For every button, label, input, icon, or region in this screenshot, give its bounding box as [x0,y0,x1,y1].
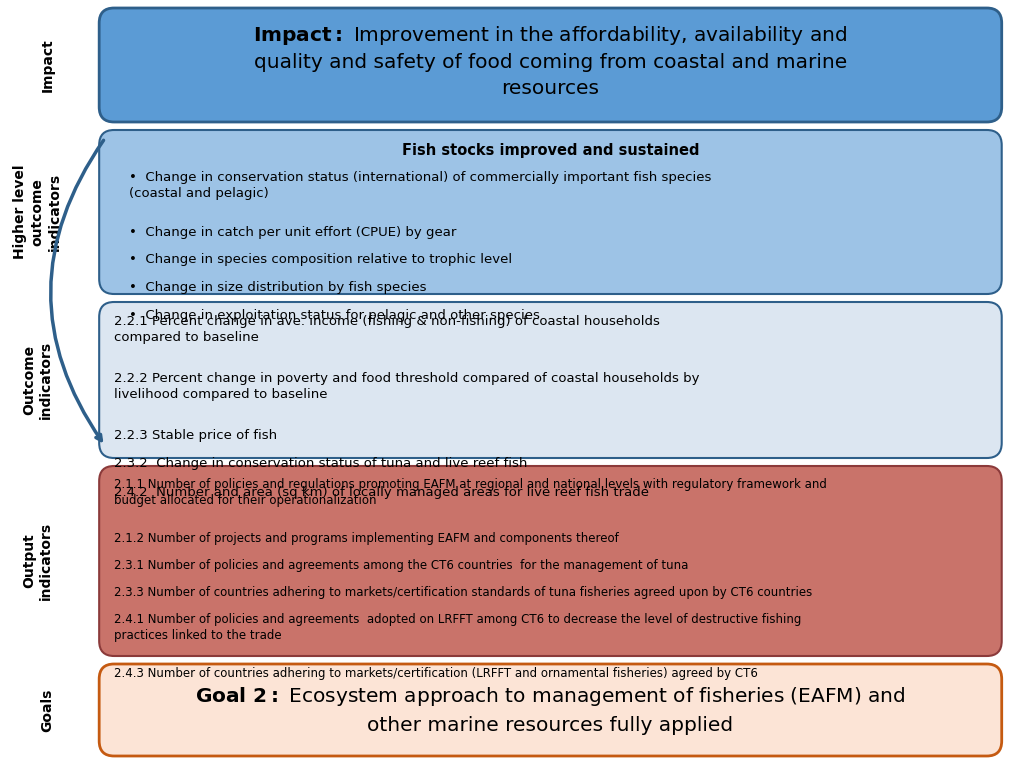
Text: 2.4.1 Number of policies and agreements  adopted on LRFFT among CT6 to decrease : 2.4.1 Number of policies and agreements … [114,613,802,642]
Text: Goals: Goals [41,688,54,732]
Text: •  Change in species composition relative to trophic level: • Change in species composition relative… [129,253,512,266]
FancyBboxPatch shape [99,130,1001,294]
Text: $\bf{Impact:}$ Improvement in the affordability, availability and
quality and sa: $\bf{Impact:}$ Improvement in the afford… [253,24,848,98]
Text: 2.2.1 Percent change in ave. income (fishing & non-fishing) of coastal household: 2.2.1 Percent change in ave. income (fis… [114,315,659,344]
Text: Outcome
indicators: Outcome indicators [23,341,53,419]
FancyBboxPatch shape [99,8,1001,122]
Text: Higher level
outcome
indicators: Higher level outcome indicators [13,165,62,260]
Text: •  Change in catch per unit effort (CPUE) by gear: • Change in catch per unit effort (CPUE)… [129,226,457,239]
Text: Impact: Impact [41,38,54,92]
Text: 2.1.2 Number of projects and programs implementing EAFM and components thereof: 2.1.2 Number of projects and programs im… [114,532,618,545]
Text: •  Change in exploitation status for pelagic and other species: • Change in exploitation status for pela… [129,309,540,322]
Text: •  Change in conservation status (international) of commercially important fish : • Change in conservation status (interna… [129,171,712,200]
Text: Output
indicators: Output indicators [23,522,53,600]
Text: 2.4.3 Number of countries adhering to markets/certification (LRFFT and ornamenta: 2.4.3 Number of countries adhering to ma… [114,667,758,680]
Text: $\bf{Goal\ 2:}$ Ecosystem approach to management of fisheries (EAFM) and
other m: $\bf{Goal\ 2:}$ Ecosystem approach to ma… [196,685,905,735]
Text: 2.3.3 Number of countries adhering to markets/certification standards of tuna fi: 2.3.3 Number of countries adhering to ma… [114,586,812,599]
FancyBboxPatch shape [99,302,1001,458]
Text: 2.2.2 Percent change in poverty and food threshold compared of coastal household: 2.2.2 Percent change in poverty and food… [114,372,699,401]
Text: 2.3.1 Number of policies and agreements among the CT6 countries  for the managem: 2.3.1 Number of policies and agreements … [114,559,688,572]
FancyBboxPatch shape [99,466,1001,656]
Text: 2.3.2  Change in conservation status of tuna and live reef fish: 2.3.2 Change in conservation status of t… [114,458,527,471]
Text: 2.1.1 Number of policies and regulations promoting EAFM at regional and national: 2.1.1 Number of policies and regulations… [114,478,827,507]
Text: 2.2.3 Stable price of fish: 2.2.3 Stable price of fish [114,429,278,442]
Text: Fish stocks improved and sustained: Fish stocks improved and sustained [401,143,699,158]
Text: •  Change in size distribution by fish species: • Change in size distribution by fish sp… [129,281,426,294]
FancyBboxPatch shape [99,664,1001,756]
Text: 2.4.2  Number and area (sq km) of locally managed areas for live reef fish trade: 2.4.2 Number and area (sq km) of locally… [114,486,649,499]
